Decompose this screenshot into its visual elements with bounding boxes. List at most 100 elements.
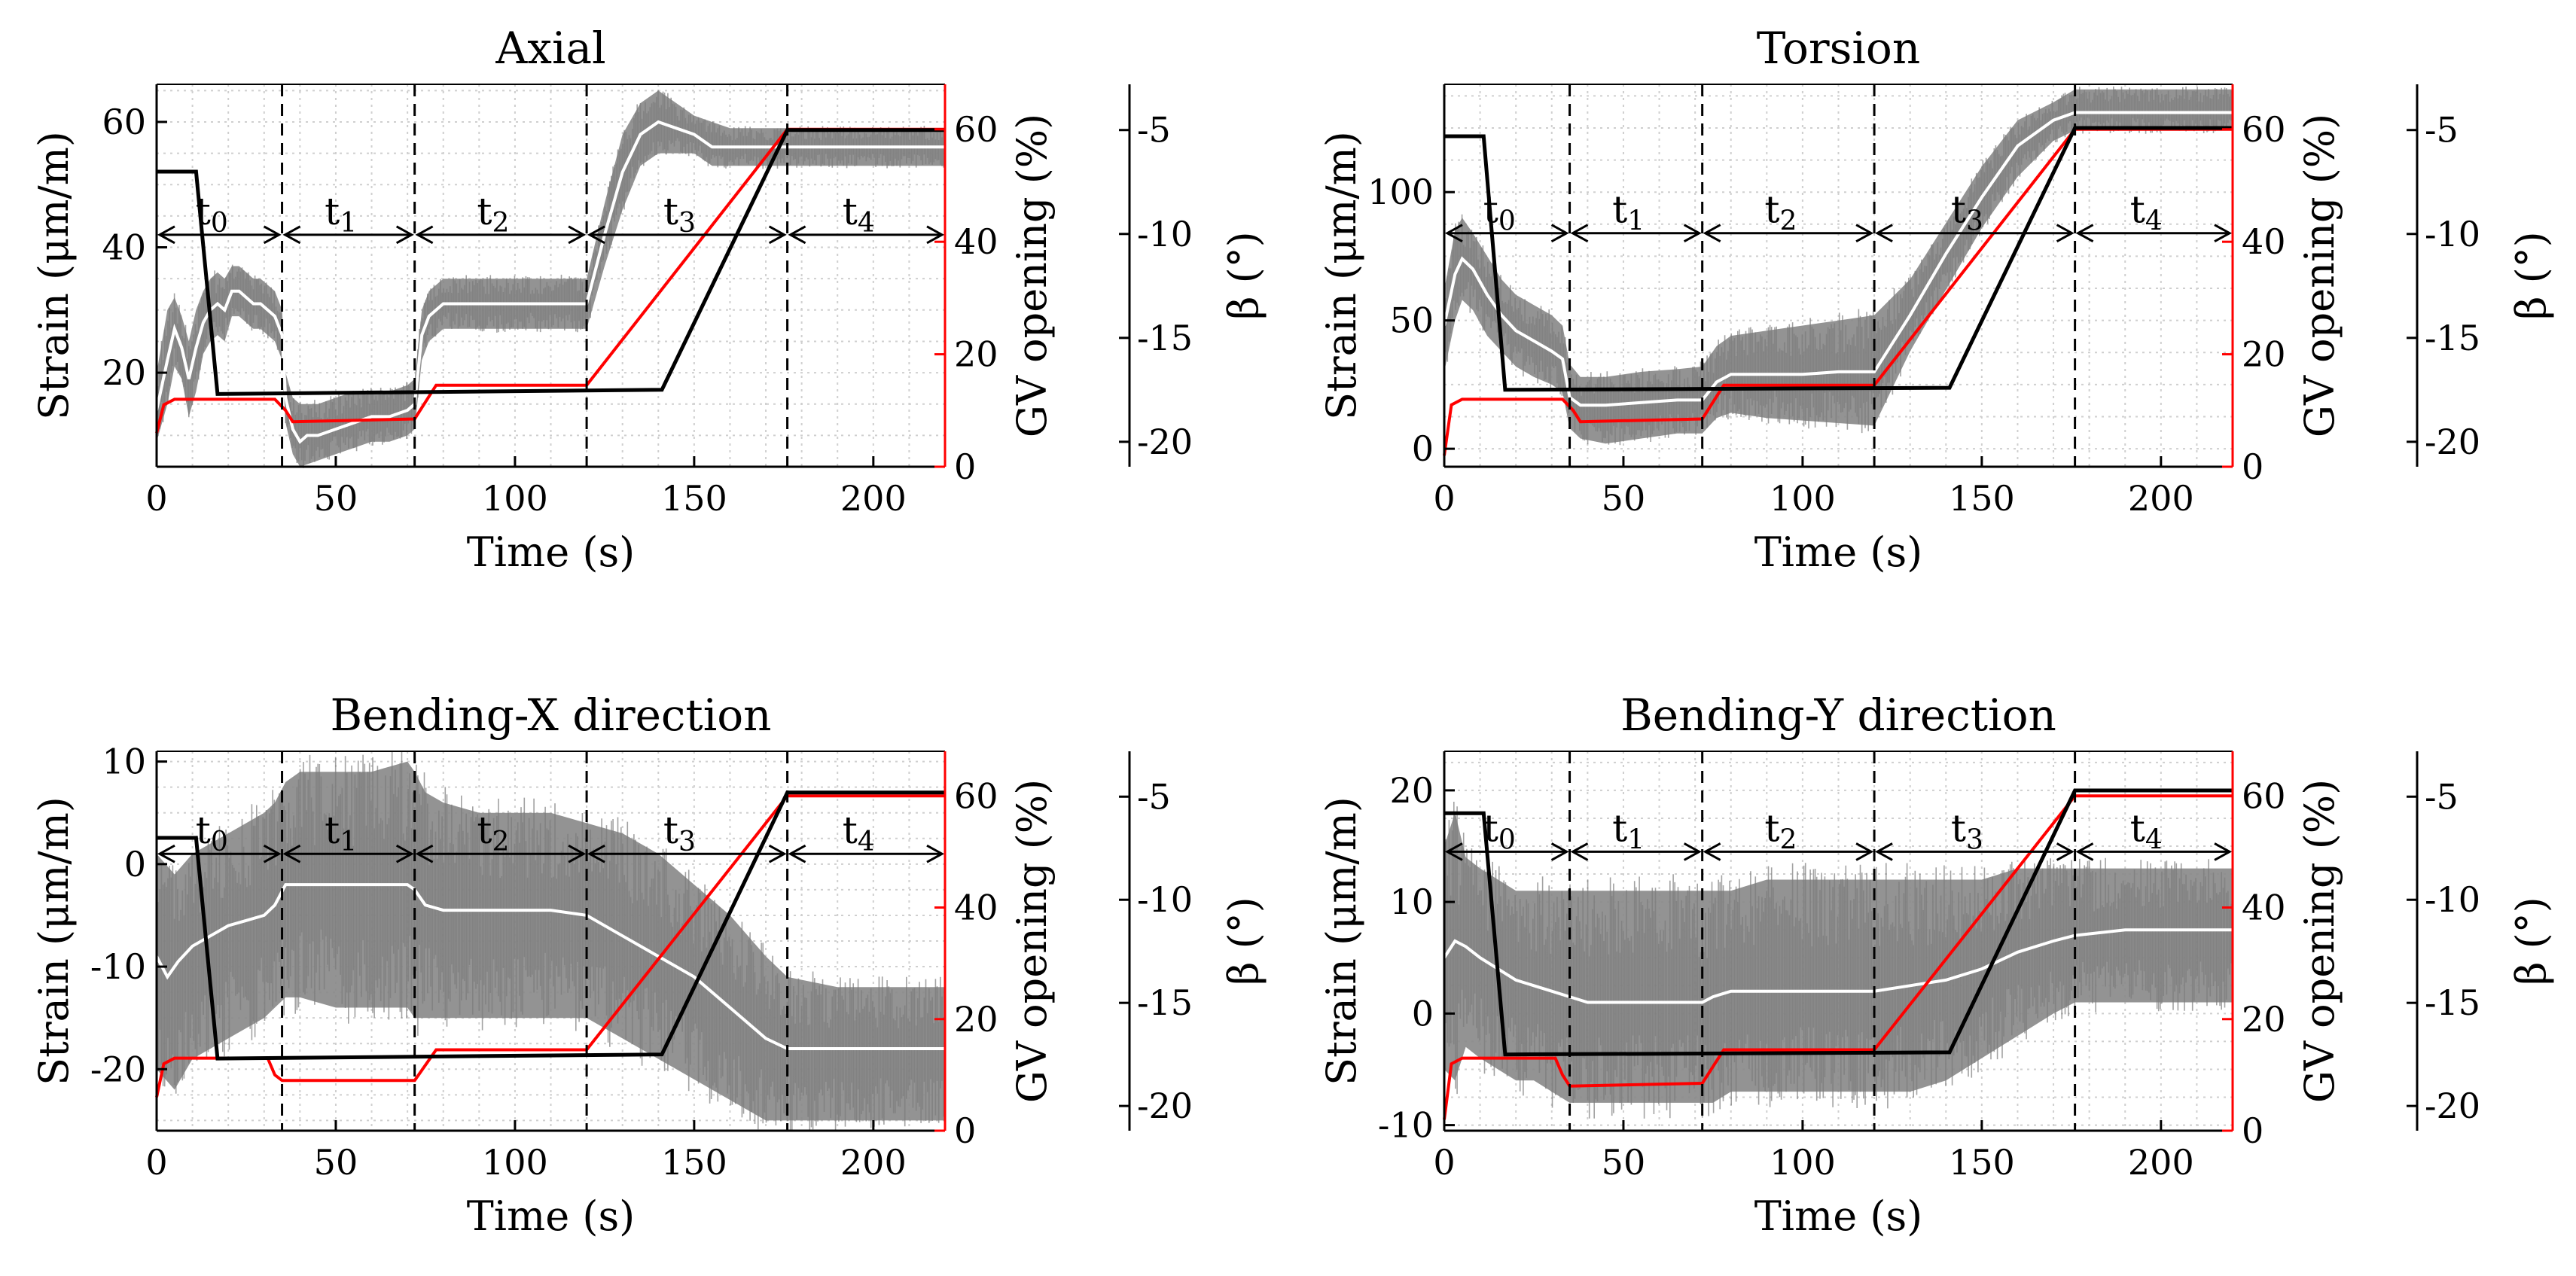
phase-arrowhead-left <box>282 225 301 245</box>
gv-opening-line <box>155 127 945 434</box>
phase-arrowhead-left <box>415 844 434 863</box>
y-tick-label-left: 20 <box>1389 770 1434 811</box>
chart-panel-1: t0 t1 t2 t3 t40 50 100 150 2002040600204060-20-1… <box>30 23 1267 576</box>
y-axis-label-strain: Strain (μm/m) <box>1318 131 1365 420</box>
phase-arrowhead-left <box>587 225 605 245</box>
beta-line <box>1444 126 2233 392</box>
y-axis-label-beta: β (°) <box>1220 897 1267 985</box>
y-axis-label-gv: GV opening (%) <box>1008 114 1056 437</box>
y-tick-label-beta: -5 <box>2425 110 2459 151</box>
x-tick-label: 0 <box>145 478 167 519</box>
y-tick-label-gv: 60 <box>2242 775 2286 816</box>
y-axis-label-beta: β (°) <box>1220 231 1267 320</box>
x-tick-label: 200 <box>2128 1142 2194 1183</box>
y-axis-label-strain: Strain (μm/m) <box>30 131 78 420</box>
y-axis-label-gv: GV opening (%) <box>1008 779 1056 1103</box>
phase-label-sub: 0 <box>211 208 228 239</box>
phase-label-sub: 0 <box>1498 824 1516 855</box>
phase-label-sub: 4 <box>2145 206 2163 237</box>
phase-label-sub: 1 <box>1627 206 1645 237</box>
y-axis-label-strain: Strain (μm/m) <box>1318 796 1365 1086</box>
phase-arrowhead-right <box>568 225 587 245</box>
y-tick-label-beta: -5 <box>1137 110 1171 151</box>
x-tick-label: 100 <box>1770 1142 1836 1183</box>
phase-arrowhead-right <box>2214 842 2233 861</box>
phase-arrowhead-right <box>1683 842 1702 861</box>
x-tick-label: 50 <box>314 1142 358 1183</box>
y-tick-label-beta: -10 <box>1137 214 1193 254</box>
x-tick-label: 50 <box>314 478 358 519</box>
phase-arrowhead-left <box>157 225 175 245</box>
y-axis-label-gv: GV opening (%) <box>2296 779 2343 1103</box>
chart-title: Bending-Y direction <box>1620 690 2056 741</box>
phase-arrowhead-right <box>263 225 282 245</box>
chart-panel-3: t0 t1 t2 t3 t40 50 100 150 200-20-100100204060-2… <box>30 690 1267 1240</box>
x-tick-label: 150 <box>1949 1142 2015 1183</box>
phase-arrowhead-left <box>1874 224 1893 243</box>
x-tick-label: 200 <box>840 1142 907 1183</box>
x-tick-label: 150 <box>1949 478 2015 519</box>
y-tick-label-gv: 0 <box>954 1110 976 1151</box>
chart-panel-2: t0 t1 t2 t3 t40 50 100 150 2000501000204060-20-1… <box>1318 23 2555 576</box>
y-tick-label-gv: 60 <box>2242 109 2286 150</box>
y-tick-label-gv: 20 <box>2242 999 2286 1040</box>
phase-label-sub: 2 <box>1779 206 1797 237</box>
y-axis-label-beta: β (°) <box>2507 897 2555 985</box>
x-tick-label: 50 <box>1602 478 1646 519</box>
y-tick-label-left: 40 <box>102 227 146 268</box>
x-axis-label: Time (s) <box>1754 528 1922 576</box>
y-tick-label-gv: 0 <box>954 446 976 487</box>
x-tick-label: 50 <box>1602 1142 1646 1183</box>
x-tick-label: 200 <box>840 478 907 519</box>
x-axis-label: Time (s) <box>467 1192 635 1240</box>
phase-label-sub: 3 <box>678 827 696 857</box>
y-tick-label-gv: 40 <box>2242 221 2286 262</box>
y-tick-label-beta: -20 <box>2425 1086 2480 1126</box>
y-tick-label-gv: 40 <box>2242 888 2286 928</box>
phase-arrowhead-right <box>926 844 945 863</box>
phase-label-sub: 2 <box>1779 824 1797 855</box>
strain-mean-line <box>155 120 945 444</box>
y-tick-label-beta: -15 <box>2425 982 2480 1023</box>
gv-opening-line <box>155 794 945 1098</box>
phase-arrowhead-left <box>1703 842 1721 861</box>
phase-arrowhead-left <box>415 225 434 245</box>
phase-arrowhead-left <box>1703 224 1721 243</box>
y-tick-label-gv: 40 <box>954 888 998 928</box>
phase-label-sub: 1 <box>340 208 357 239</box>
y-tick-label-gv: 20 <box>954 334 998 375</box>
x-tick-label: 0 <box>1433 1142 1455 1183</box>
phase-arrowhead-left <box>2075 842 2094 861</box>
y-tick-label-left: -10 <box>1378 1105 1434 1146</box>
phase-arrowhead-right <box>926 225 945 245</box>
phase-label-sub: 0 <box>211 827 228 857</box>
phase-arrowhead-left <box>1874 842 1893 861</box>
y-axis-label-beta: β (°) <box>2507 231 2555 320</box>
phase-label-sub: 1 <box>1627 824 1645 855</box>
phase-arrowhead-right <box>2214 224 2233 243</box>
phase-label-sub: 3 <box>1966 824 1983 855</box>
strain-mean-line <box>1443 111 2233 407</box>
strain-mean-line <box>155 883 945 1050</box>
x-tick-label: 100 <box>1770 478 1836 519</box>
x-tick-label: 0 <box>1433 478 1455 519</box>
phase-label-sub: 4 <box>858 208 875 239</box>
gv-opening-line <box>1443 794 2233 1120</box>
x-tick-label: 200 <box>2128 478 2194 519</box>
phase-arrowhead-left <box>788 225 806 245</box>
y-tick-label-left: 10 <box>102 742 146 782</box>
phase-label-sub: 4 <box>858 827 875 857</box>
phase-label-sub: 3 <box>1966 206 1983 237</box>
y-tick-label-beta: -15 <box>2425 318 2480 358</box>
y-tick-label-beta: -15 <box>1137 318 1193 358</box>
y-tick-label-beta: -20 <box>2425 422 2480 462</box>
y-tick-label-beta: -5 <box>2425 776 2459 817</box>
y-tick-label-left: 0 <box>124 844 146 885</box>
beta-line <box>157 128 945 396</box>
phase-arrowhead-right <box>568 844 587 863</box>
x-tick-label: 100 <box>482 1142 548 1183</box>
y-tick-label-beta: -5 <box>1137 776 1171 817</box>
y-axis-label-strain: Strain (μm/m) <box>30 796 78 1086</box>
phase-arrowhead-right <box>768 225 787 245</box>
